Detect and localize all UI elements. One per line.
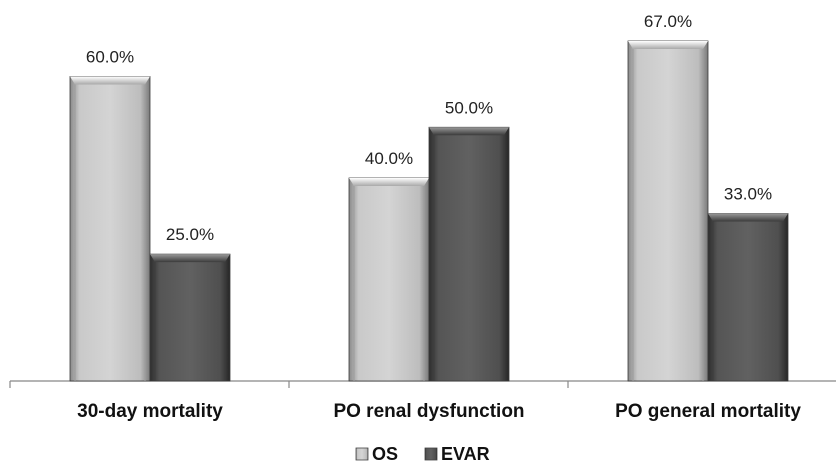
bar-os-po-general-mortality bbox=[627, 40, 709, 382]
legend: OS EVAR bbox=[355, 444, 490, 464]
legend-label: EVAR bbox=[441, 444, 490, 464]
value-label-os-po-renal-dysfunction: 40.0% bbox=[365, 149, 413, 168]
value-label-evar-30-day-mortality: 25.0% bbox=[166, 225, 214, 244]
category-label-30-day-mortality: 30-day mortality bbox=[77, 401, 223, 422]
value-label-evar-po-general-mortality: 33.0% bbox=[724, 185, 772, 204]
value-label-os-30-day-mortality: 60.0% bbox=[86, 48, 134, 67]
bar-os-po-renal-dysfunction bbox=[348, 177, 430, 382]
value-labels-group: 60.0% 25.0% 40.0% 50.0% 67.0% 33.0% bbox=[86, 12, 772, 244]
category-label-po-general-mortality: PO general mortality bbox=[615, 401, 801, 422]
legend-swatch bbox=[355, 447, 369, 461]
bar-evar-po-general-mortality bbox=[707, 213, 789, 382]
legend-label: OS bbox=[372, 444, 398, 464]
category-labels-group: 30-day mortality PO renal dysfunction PO g… bbox=[77, 401, 801, 422]
bar-os-30-day-mortality bbox=[69, 76, 151, 382]
value-label-os-po-general-mortality: 67.0% bbox=[644, 12, 692, 31]
category-label-po-renal-dysfunction: PO renal dysfunction bbox=[333, 401, 524, 422]
value-label-evar-po-renal-dysfunction: 50.0% bbox=[445, 98, 493, 117]
bar-evar-30-day-mortality bbox=[149, 253, 231, 382]
legend-item-os: OS bbox=[355, 444, 398, 464]
x-axis-ticks bbox=[9, 381, 569, 388]
legend-item-evar: EVAR bbox=[424, 444, 490, 464]
legend-swatch bbox=[424, 447, 438, 461]
bar-evar-po-renal-dysfunction bbox=[428, 126, 510, 382]
bars-group bbox=[69, 40, 789, 382]
